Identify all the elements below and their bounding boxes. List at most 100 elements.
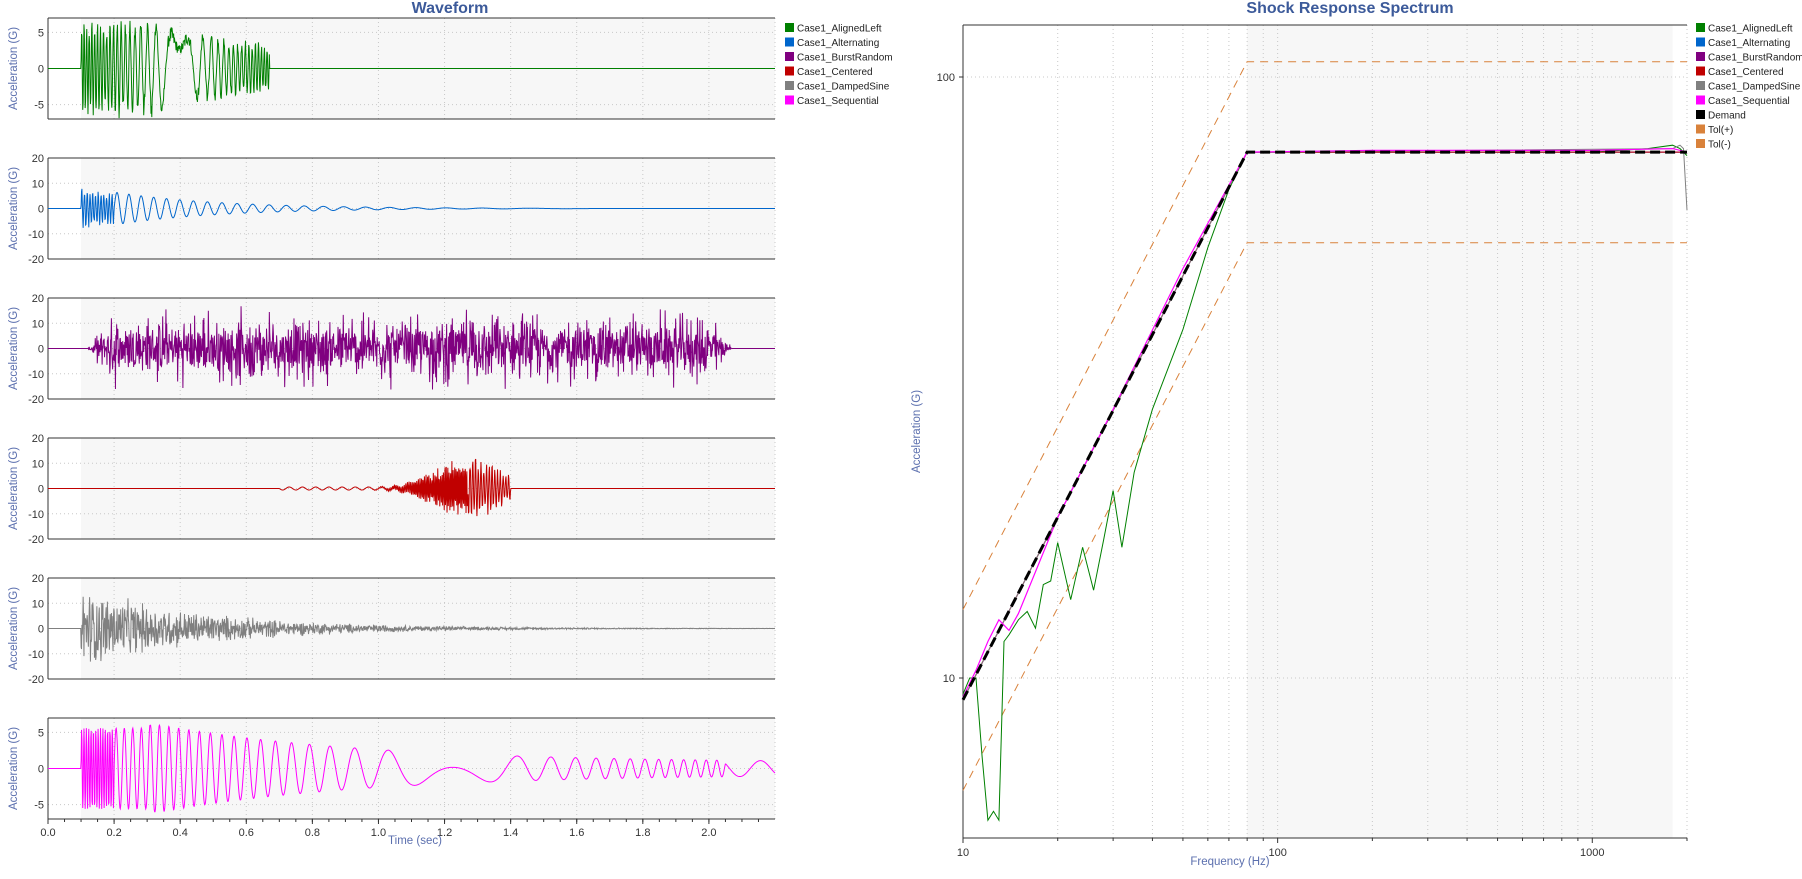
x-tick-label: 0.8 bbox=[305, 827, 320, 839]
legend-label: Demand bbox=[1708, 111, 1746, 122]
y-axis-label: Acceleration (G) bbox=[8, 27, 20, 110]
waveform-legend: Case1_AlignedLeft Case1_Alternating Case1_… bbox=[785, 23, 893, 107]
x-tick-label: 0.2 bbox=[106, 827, 121, 839]
y-axis-label: Acceleration (G) bbox=[8, 727, 20, 810]
y-axis-label: Acceleration (G) bbox=[8, 587, 20, 670]
legend-swatch bbox=[1696, 37, 1705, 47]
legend-swatch bbox=[1696, 52, 1705, 61]
srs-y-tick-label: 100 bbox=[937, 72, 955, 84]
y-tick-label: 0 bbox=[38, 204, 44, 216]
y-tick-label: 10 bbox=[32, 458, 44, 470]
y-tick-label: 0 bbox=[38, 64, 44, 76]
x-tick-label: 1.2 bbox=[437, 827, 452, 839]
legend-swatch bbox=[785, 81, 794, 90]
srs-x-tick-label: 100 bbox=[1268, 847, 1286, 859]
y-tick-label: -5 bbox=[34, 800, 44, 812]
legend-label: Tol(-) bbox=[1708, 140, 1731, 151]
waveform-panel-3: 20 10 0 -10 -20 Acceleration (G) bbox=[8, 293, 776, 406]
legend-label: Case1_Centered bbox=[797, 67, 873, 78]
y-tick-label: -20 bbox=[28, 394, 44, 406]
srs-line-sequential bbox=[962, 147, 1688, 698]
waveform-line-dampedsine bbox=[48, 596, 776, 662]
legend-swatch bbox=[785, 37, 794, 47]
legend-label: Case1_BurstRandom bbox=[797, 53, 893, 64]
y-tick-label: -10 bbox=[28, 509, 44, 521]
waveform-panel-2: 20 10 0 -10 -20 Acceleration (G) bbox=[8, 153, 776, 266]
legend-label: Tol(+) bbox=[1708, 125, 1733, 136]
x-tick-label: 0.0 bbox=[40, 827, 55, 839]
y-axis-label: Acceleration (G) bbox=[8, 307, 20, 390]
legend-label: Case1_Alternating bbox=[1708, 38, 1790, 49]
srs-shaded-region bbox=[1247, 25, 1673, 838]
srs-x-axis-label: Frequency (Hz) bbox=[1190, 856, 1269, 868]
y-tick-label: 5 bbox=[38, 27, 44, 39]
y-axis-label: Acceleration (G) bbox=[8, 447, 20, 530]
y-tick-label: 20 bbox=[32, 153, 44, 165]
x-tick-label: 0.4 bbox=[173, 827, 188, 839]
srs-chart: Shock Response Spectrum 100 10 Acceleration… bbox=[911, 0, 1802, 868]
y-tick-label: 5 bbox=[38, 727, 44, 739]
srs-title: Shock Response Spectrum bbox=[1246, 0, 1453, 17]
legend-label: Case1_Sequential bbox=[1708, 96, 1790, 107]
y-tick-label: 20 bbox=[32, 573, 44, 585]
waveform-panel-6: 5 0 -5 Acceleration (G) bbox=[8, 717, 776, 820]
x-tick-label: 2.0 bbox=[701, 827, 716, 839]
y-tick-label: 10 bbox=[32, 318, 44, 330]
waveform-line-alignedleft bbox=[48, 20, 775, 119]
waveform-panel-4: 20 10 0 -10 -20 Acceleration (G) bbox=[8, 433, 776, 546]
legend-label: Case1_BurstRandom bbox=[1708, 53, 1802, 64]
srs-x-tick-label: 10 bbox=[957, 847, 969, 859]
y-tick-label: 10 bbox=[32, 598, 44, 610]
y-tick-label: -20 bbox=[28, 674, 44, 686]
waveform-line-burstrandom bbox=[48, 306, 775, 390]
waveform-panel-5: 20 10 0 -10 -20 Acceleration (G) bbox=[8, 573, 776, 686]
legend-swatch bbox=[1696, 95, 1705, 105]
legend-label: Case1_DampedSine bbox=[1708, 82, 1801, 93]
legend-label: Case1_Sequential bbox=[797, 96, 879, 107]
y-tick-label: 0 bbox=[38, 764, 44, 776]
legend-swatch bbox=[1696, 66, 1705, 76]
legend-label: Case1_AlignedLeft bbox=[797, 24, 882, 35]
x-tick-label: 1.4 bbox=[503, 827, 518, 839]
legend-swatch bbox=[785, 95, 794, 105]
legend-label: Case1_Alternating bbox=[797, 38, 879, 49]
legend-swatch bbox=[785, 66, 794, 76]
srs-x-tick-label: 1000 bbox=[1580, 847, 1604, 859]
y-tick-label: -20 bbox=[28, 254, 44, 266]
x-tick-label: 1.0 bbox=[371, 827, 386, 839]
legend-swatch bbox=[1696, 23, 1705, 32]
waveform-line-centered bbox=[48, 458, 775, 517]
y-axis-label: Acceleration (G) bbox=[8, 167, 20, 250]
waveform-title: Waveform bbox=[412, 0, 489, 17]
srs-y-tick-label: 10 bbox=[943, 673, 955, 685]
srs-legend: Case1_AlignedLeft Case1_Alternating Case1_… bbox=[1696, 23, 1802, 151]
y-tick-label: -10 bbox=[28, 369, 44, 381]
waveform-line-sequential bbox=[48, 723, 776, 813]
waveform-line-alternating bbox=[48, 188, 776, 228]
y-tick-label: 10 bbox=[32, 178, 44, 190]
legend-swatch bbox=[1696, 81, 1705, 90]
legend-swatch bbox=[785, 23, 794, 32]
y-tick-label: 20 bbox=[32, 293, 44, 305]
x-tick-label: 0.6 bbox=[239, 827, 254, 839]
x-tick-label: 1.6 bbox=[569, 827, 584, 839]
legend-label: Case1_Centered bbox=[1708, 67, 1784, 78]
y-tick-label: 0 bbox=[38, 344, 44, 356]
y-tick-label: -10 bbox=[28, 649, 44, 661]
waveform-panel-1: 5 0 -5 Acceleration (G) bbox=[8, 17, 776, 120]
legend-label: Case1_AlignedLeft bbox=[1708, 24, 1793, 35]
waveform-chart: Waveform 5 0 -5 Acceleration (G) 20 10 0 -10 -20 A… bbox=[8, 0, 893, 847]
x-tick-label: 1.8 bbox=[635, 827, 650, 839]
srs-line-demand bbox=[961, 150, 1687, 701]
y-tick-label: 20 bbox=[32, 433, 44, 445]
y-tick-label: -10 bbox=[28, 229, 44, 241]
srs-line-tolplus bbox=[962, 61, 1687, 610]
legend-swatch bbox=[1696, 110, 1705, 119]
legend-swatch bbox=[1696, 124, 1705, 134]
y-tick-label: 0 bbox=[38, 484, 44, 496]
x-axis-label: Time (sec) bbox=[388, 835, 442, 847]
legend-label: Case1_DampedSine bbox=[797, 82, 890, 93]
srs-line-tolminus bbox=[962, 242, 1687, 791]
y-tick-label: 0 bbox=[38, 624, 44, 636]
